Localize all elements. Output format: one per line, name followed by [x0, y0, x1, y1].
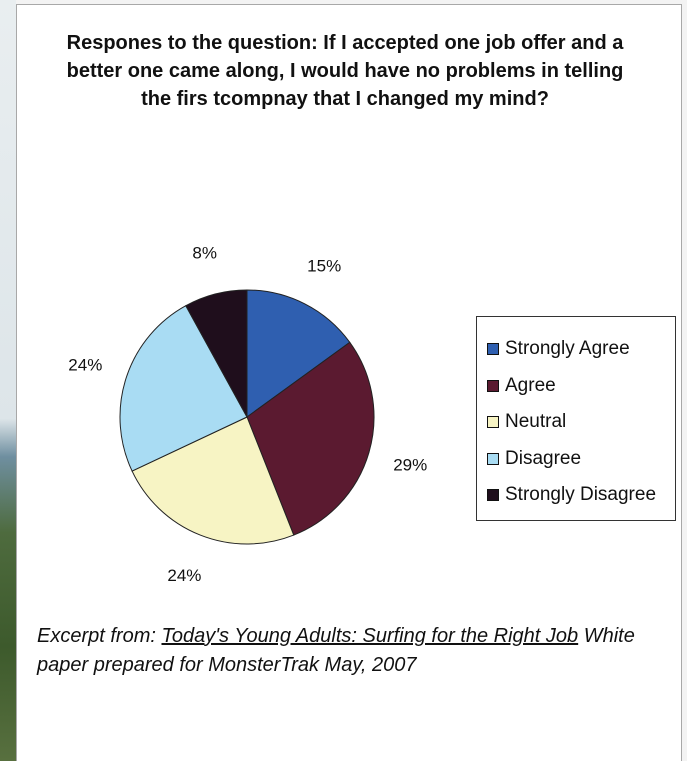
pie-slice-agree — [246, 341, 375, 536]
data-label-disagree: 24% — [68, 355, 102, 374]
caption-prefix: Excerpt from: — [37, 625, 162, 647]
pie-slice-disagree — [119, 305, 248, 472]
data-label-agree: 29% — [393, 455, 427, 474]
legend-label: Strongly Disagree — [505, 484, 657, 506]
legend-swatch — [487, 452, 499, 465]
chart-legend: Strongly Agree Agree Neutral Disagree Strong… — [476, 316, 676, 521]
legend-item-agree: Agree — [477, 368, 675, 405]
chart-title: Respones to the question: If I accepted … — [66, 32, 624, 110]
legend-label: Strongly Agree — [505, 338, 630, 360]
legend-swatch — [487, 416, 499, 429]
data-label-strongly-agree: 15% — [307, 257, 341, 276]
background-photo-strip — [0, 0, 16, 761]
legend-swatch — [487, 489, 499, 502]
legend-item-strongly-disagree: Strongly Disagree — [477, 477, 675, 514]
pie-chart: 15% 29% 24% 24% 8% — [68, 243, 427, 585]
legend-swatch — [487, 379, 499, 392]
legend-label: Neutral — [505, 411, 567, 433]
pie-slice-strongly-agree — [246, 289, 351, 418]
data-label-neutral: 24% — [167, 566, 201, 585]
chart-card: Respones to the question: If I accepted … — [16, 4, 682, 761]
source-link[interactable]: Today's Young Adults: Surfing for the Ri… — [161, 625, 579, 647]
legend-label: Disagree — [505, 447, 582, 469]
caption-suffix: White paper prepared for MonsterTrak May… — [37, 625, 635, 676]
data-label-strongly-disagree: 8% — [192, 243, 217, 262]
legend-swatch — [487, 343, 499, 356]
pie-slice-neutral — [131, 416, 295, 545]
legend-item-strongly-agree: Strongly Agree — [477, 331, 675, 368]
legend-label: Agree — [505, 374, 556, 396]
legend-item-neutral: Neutral — [477, 404, 675, 441]
source-caption: Excerpt from: Today's Young Adults: Surf… — [37, 622, 657, 680]
pie-slice-strongly-disagree — [185, 289, 248, 418]
legend-item-disagree: Disagree — [477, 441, 675, 478]
